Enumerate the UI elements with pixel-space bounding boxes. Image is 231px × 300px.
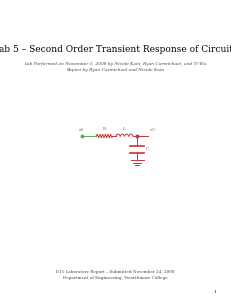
Text: vS: vS	[78, 128, 84, 132]
Text: vO: vO	[149, 128, 155, 132]
Text: R: R	[102, 127, 106, 131]
Text: 1: 1	[213, 290, 216, 294]
Text: Lab 5 – Second Order Transient Response of Circuits: Lab 5 – Second Order Transient Response …	[0, 45, 231, 54]
Text: C: C	[146, 148, 149, 152]
Text: E11 Laboratory Report – Submitted November 24, 2008: E11 Laboratory Report – Submitted Novemb…	[56, 270, 175, 274]
Text: Department of Engineering, Swarthmore College: Department of Engineering, Swarthmore Co…	[63, 276, 168, 280]
Text: Report by Ryan Carmichael and Nicole Kain: Report by Ryan Carmichael and Nicole Kai…	[67, 68, 164, 72]
Text: L: L	[123, 127, 126, 131]
Text: Lab Performed on November 5, 2008 by Nicole Kain, Ryan Carmichael, and Ti Wu: Lab Performed on November 5, 2008 by Nic…	[24, 62, 207, 66]
